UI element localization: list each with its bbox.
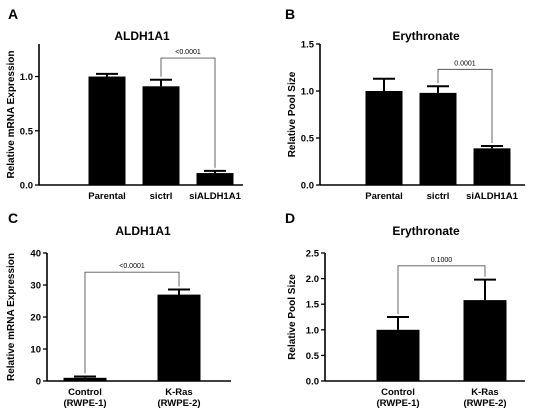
significance-bracket [84, 271, 180, 374]
panel-letter: A [8, 6, 18, 22]
x-tick-label: K-Ras (RWPE-2) [157, 387, 200, 409]
x-tick-label: Parental [365, 191, 403, 202]
y-tick-label: 30 [30, 281, 41, 292]
panel-letter: C [8, 210, 18, 226]
bar [196, 173, 234, 185]
x-tick-label: siALDH1A1 [466, 191, 518, 202]
bar [142, 86, 180, 185]
panel-c: C ALDH1A1 Relative mRNA Expression 0 10 20 30 4… [6, 210, 231, 409]
y-tick-label: 1.0 [306, 325, 319, 336]
y-axis-label: Relative mRNA Expression [6, 253, 17, 381]
y-tick-label: 0.0 [301, 181, 314, 192]
chart-title: ALDH1A1 [114, 29, 170, 43]
y-tick-label: 0.5 [20, 126, 34, 137]
p-value-label: <0.0001 [119, 263, 145, 270]
bar [365, 91, 403, 185]
significance-bracket [160, 57, 216, 168]
chart-title: Erythronate [392, 29, 460, 43]
bar [463, 300, 507, 381]
x-tick-label: Control (RWPE-1) [376, 387, 419, 409]
bar [88, 76, 126, 185]
y-tick-label: 2.5 [306, 249, 320, 260]
y-tick-label: 2.0 [306, 274, 319, 285]
y-tick-label: 0 [36, 377, 41, 388]
significance-bracket [397, 265, 486, 314]
x-tick-label: sictrl [427, 191, 450, 202]
x-tick-label: siALDH1A1 [189, 191, 241, 202]
y-tick-label: 1.0 [20, 72, 33, 83]
y-tick-label: 1.0 [301, 87, 314, 98]
x-tick-label: K-Ras (RWPE-2) [463, 387, 506, 409]
bar [157, 294, 201, 381]
y-tick-label: 20 [30, 313, 41, 324]
y-tick-label: 10 [30, 345, 41, 356]
significance-bracket [437, 68, 493, 143]
panel-letter: D [285, 210, 295, 226]
y-tick-label: 0.0 [306, 377, 319, 388]
panel-b: B Erythronate Relative Pool Size 0.0 0.5 1.0 1… [285, 6, 525, 202]
y-tick-label: 0.5 [301, 134, 315, 145]
y-tick-label: 1.5 [306, 300, 320, 311]
bar [419, 92, 457, 185]
bar [63, 377, 107, 381]
x-tick-label: Control (RWPE-1) [63, 387, 106, 409]
chart-title: Erythronate [392, 224, 460, 238]
panel-d: D Erythronate Relative Pool Size 0.0 0.5 1.0 1… [285, 210, 525, 409]
y-axis-label: Relative Pool Size [287, 274, 298, 360]
y-tick-label: 0.5 [306, 351, 320, 362]
p-value-label: 0.1000 [431, 257, 453, 264]
p-value-label: <0.0001 [175, 49, 201, 56]
bar [376, 329, 420, 381]
y-axis-label: Relative Pool Size [287, 71, 298, 157]
y-tick-label: 0.0 [20, 181, 33, 192]
y-axis-label: Relative mRNA Expression [6, 50, 17, 178]
chart-title: ALDH1A1 [115, 224, 171, 238]
x-tick-label: sictrl [150, 191, 173, 202]
y-tick-label: 40 [30, 249, 41, 260]
panel-letter: B [285, 6, 295, 22]
bar [473, 148, 511, 185]
p-value-label: 0.0001 [454, 60, 476, 67]
x-tick-label: Parental [88, 191, 126, 202]
y-tick-label: 1.5 [301, 40, 315, 51]
